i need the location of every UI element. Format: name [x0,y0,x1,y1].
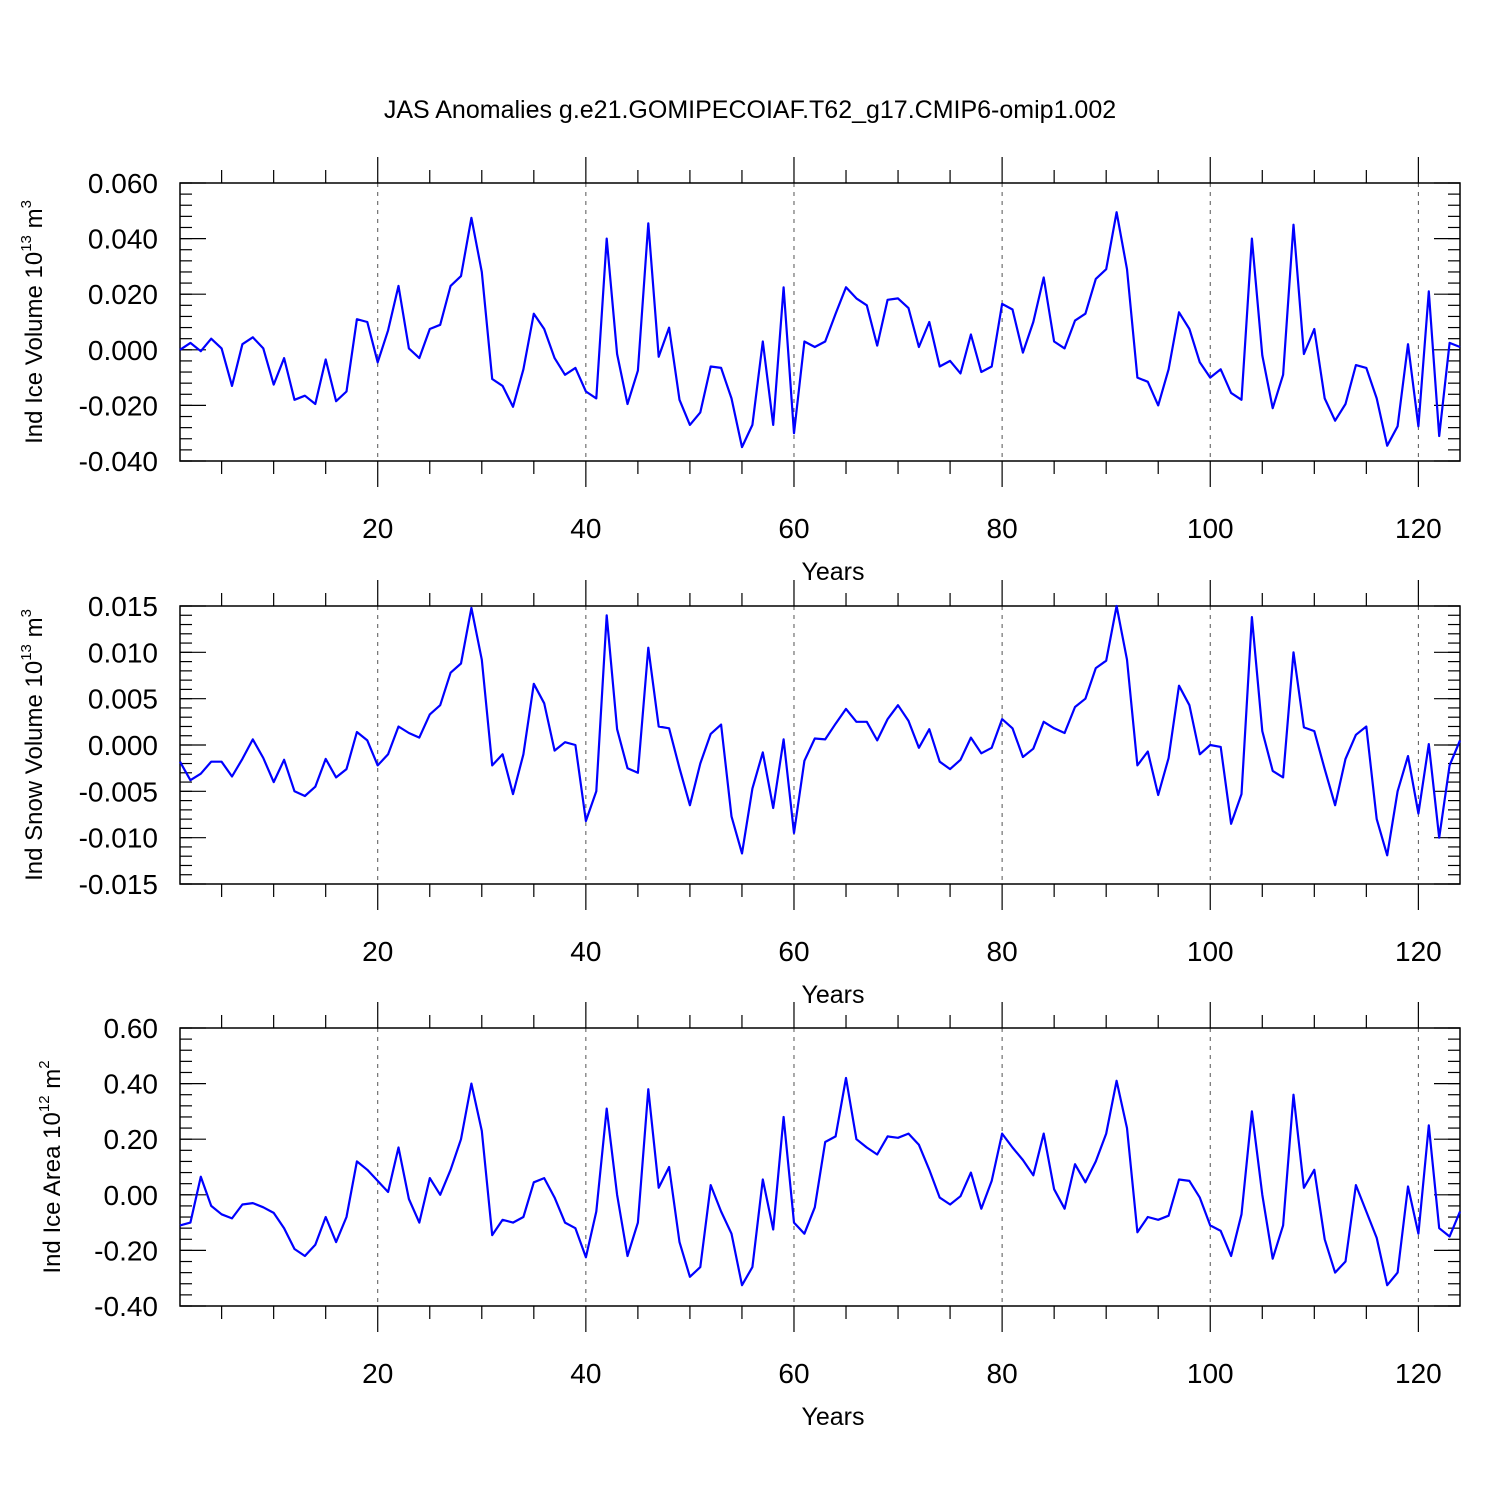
x-tick-label: 20 [362,513,393,544]
x-tick-label: 80 [987,936,1018,967]
y-tick-label: 0.00 [104,1180,159,1211]
x-axis-title: Years [801,981,864,1009]
y-tick-label: 0.40 [104,1069,159,1100]
y-tick-label: -0.005 [79,776,158,807]
plot-frame [179,182,1461,462]
x-tick-label: 40 [570,1358,601,1389]
panel-ice-volume: -0.040 -0.020 0.000 0.020 0.040 0.060 20 40 60 80… [18,157,1461,586]
y-axis-title-unit-exponent: 2 [36,1060,53,1068]
y-axis-title: Ind Ice Volume 1013 m3 [18,200,48,444]
y-tick-label: 0.000 [88,335,158,366]
plot-frame [179,605,1461,885]
y-tick-label: 0.020 [88,279,158,310]
y-tick-label: -0.010 [79,823,158,854]
y-tick-label: 0.060 [88,168,158,199]
x-tick-label: 100 [1187,513,1234,544]
y-tick-label: -0.015 [79,869,158,900]
y-axis-title-text: Ind Ice Volume 10 [21,252,48,444]
y-tick-label: 0.010 [88,637,158,668]
figure-title: JAS Anomalies g.e21.GOMIPECOIAF.T62_g17.… [384,96,1116,124]
y-tick-label: -0.020 [79,390,158,421]
x-tick-label: 60 [778,1358,809,1389]
y-axis-title-text: Ind Ice Area 10 [39,1112,66,1273]
y-axis-title-unit: m [39,1069,66,1096]
y-axis-title-text: Ind Snow Volume 10 [21,661,48,881]
y-tick-label: -0.40 [94,1291,158,1322]
x-tick-label: 100 [1187,936,1234,967]
y-tick-label: 0.60 [104,1013,159,1044]
y-tick-label: -0.20 [94,1235,158,1266]
y-axis-title-exponent: 13 [18,235,35,252]
y-axis-title: Ind Snow Volume 1013 m3 [18,609,48,881]
plot-frame [179,1027,1461,1307]
y-tick-label: 0.000 [88,730,158,761]
y-tick-label: -0.040 [79,446,158,477]
y-tick-label: 0.005 [88,684,158,715]
x-tick-label: 80 [987,513,1018,544]
series-line-ice-volume [179,211,1461,449]
y-axis-title-exponent: 12 [36,1095,53,1112]
x-tick-label: 120 [1395,513,1442,544]
y-tick-label: 0.015 [88,591,158,622]
x-tick-label: 60 [778,936,809,967]
y-tick-label: 0.040 [88,224,158,255]
x-tick-label: 40 [570,513,601,544]
panel-ice-area: -0.40 -0.20 0.00 0.20 0.40 0.60 20 40 60 80 100 120… [36,1002,1462,1431]
y-axis-title-unit-exponent: 3 [18,609,35,617]
y-axis-title: Ind Ice Area 1012 m2 [36,1060,66,1273]
x-tick-label: 20 [362,1358,393,1389]
x-tick-label: 100 [1187,1358,1234,1389]
x-tick-label: 120 [1395,1358,1442,1389]
x-axis-title: Years [801,1403,864,1431]
series-line-snow-volume [179,604,1462,857]
y-tick-label: 0.20 [104,1124,159,1155]
y-axis-title-exponent: 13 [18,644,35,661]
y-axis-title-unit-exponent: 3 [18,200,35,208]
series-line-ice-area [179,1076,1462,1287]
x-tick-label: 20 [362,936,393,967]
y-axis-title-unit: m [21,208,48,235]
x-tick-label: 40 [570,936,601,967]
x-tick-label: 60 [778,513,809,544]
x-tick-label: 80 [987,1358,1018,1389]
x-tick-label: 120 [1395,936,1442,967]
y-axis-title-unit: m [21,617,48,644]
panel-snow-volume: -0.015 -0.010 -0.005 0.000 0.005 0.010 0.015 20… [18,580,1462,1009]
x-axis-title: Years [801,558,864,586]
